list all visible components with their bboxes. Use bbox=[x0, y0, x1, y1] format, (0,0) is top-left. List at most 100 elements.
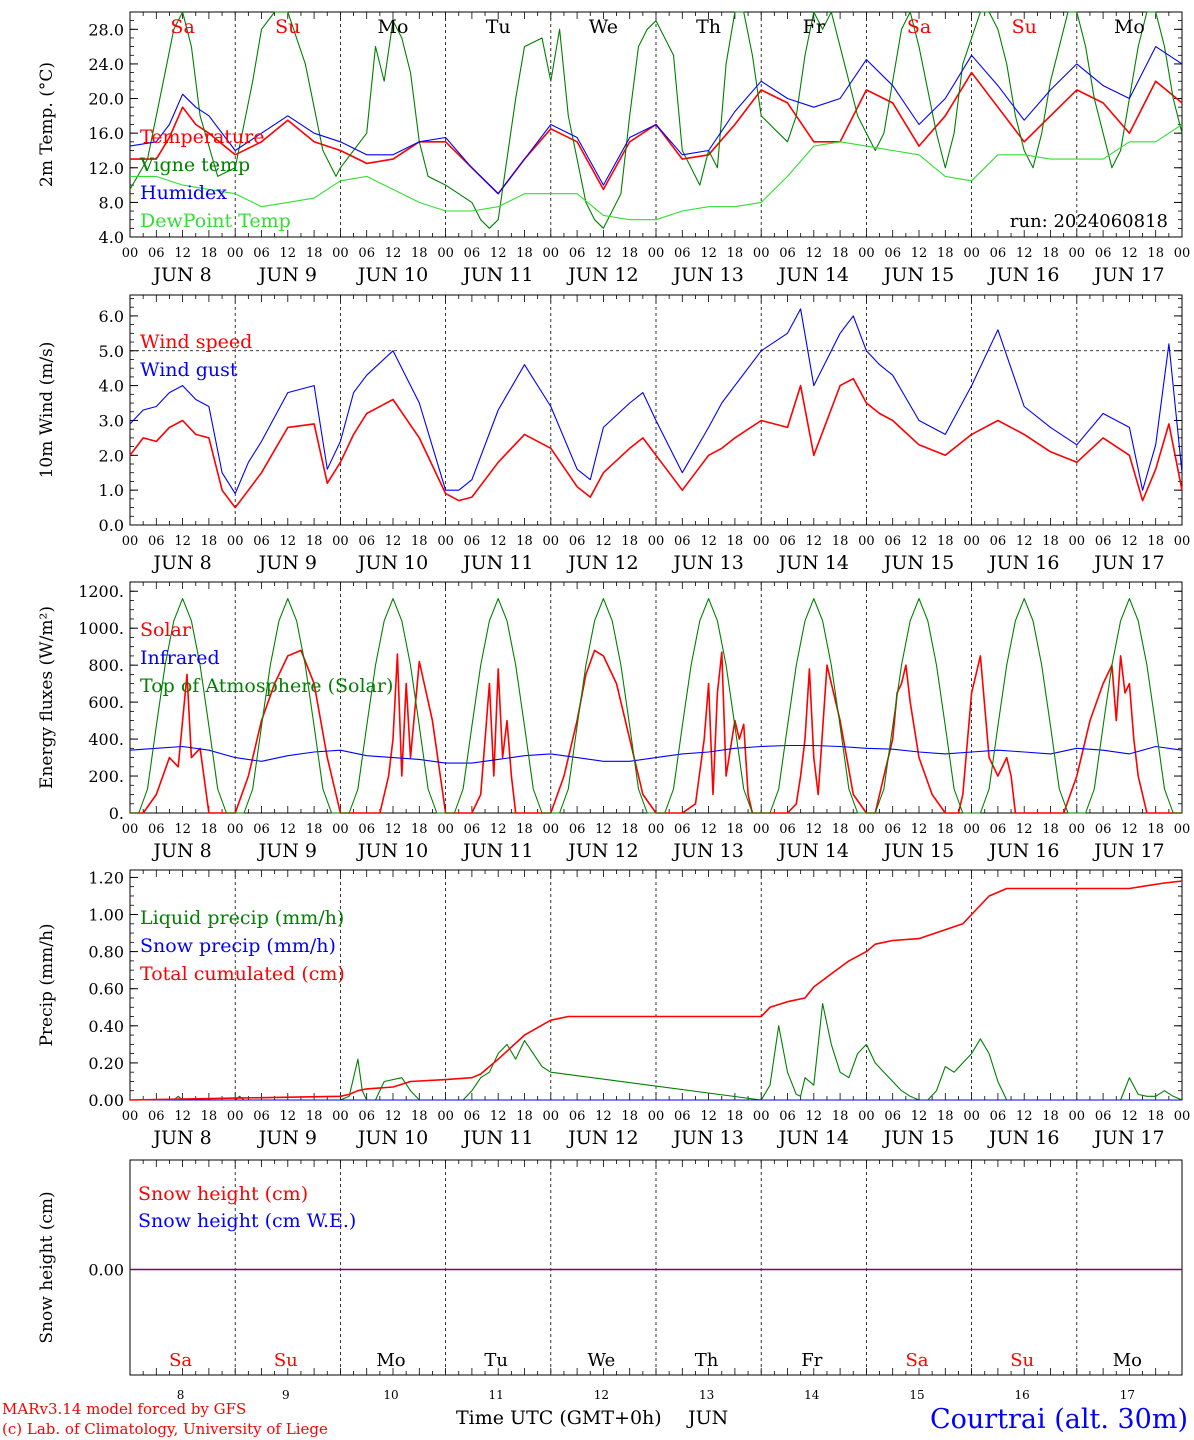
date-label: JUN 11 bbox=[461, 1127, 533, 1149]
date-label: JUN 12 bbox=[566, 840, 638, 862]
series-line-dewpoint-temp bbox=[130, 124, 1183, 221]
y-tick-label: 4.0 bbox=[99, 377, 124, 396]
hour-tick-label: 00 bbox=[543, 1109, 560, 1124]
y-tick-label: 0. bbox=[109, 804, 124, 823]
hour-tick-label: 12 bbox=[700, 1109, 717, 1124]
hour-tick-label: 12 bbox=[1121, 534, 1138, 549]
hour-tick-label: 06 bbox=[990, 1109, 1007, 1124]
y-tick-label: 1000. bbox=[78, 619, 124, 638]
series-line-total-cumulated-cm bbox=[129, 880, 1183, 1101]
day-number: 15 bbox=[909, 1388, 924, 1402]
day-abbr: Sa bbox=[907, 16, 931, 38]
hour-tick-label: 18 bbox=[516, 534, 533, 549]
day-number: 13 bbox=[699, 1388, 714, 1402]
day-abbr: We bbox=[589, 16, 618, 38]
hour-tick-label: 18 bbox=[516, 822, 533, 837]
date-label: JUN 8 bbox=[151, 552, 211, 574]
hour-tick-label: 00 bbox=[122, 534, 139, 549]
legend-entry: Wind speed bbox=[140, 331, 252, 353]
hour-tick-label: 06 bbox=[569, 534, 586, 549]
hour-tick-label: 00 bbox=[437, 822, 454, 837]
hour-tick-label: 18 bbox=[727, 1109, 744, 1124]
day-abbr: Sa bbox=[169, 1350, 192, 1371]
date-label: JUN 10 bbox=[356, 1127, 428, 1149]
hour-tick-label: 00 bbox=[648, 246, 665, 261]
hour-tick-label: 06 bbox=[1095, 246, 1112, 261]
hour-tick-label: 12 bbox=[595, 822, 612, 837]
day-abbr: Mo bbox=[376, 1350, 405, 1371]
date-label: JUN 13 bbox=[671, 552, 743, 574]
date-label: JUN 9 bbox=[257, 552, 317, 574]
hour-tick-label: 12 bbox=[174, 822, 191, 837]
date-label: JUN 12 bbox=[566, 264, 638, 286]
hour-tick-label: 00 bbox=[963, 1109, 980, 1124]
date-label: JUN 11 bbox=[461, 840, 533, 862]
hour-tick-label: 12 bbox=[385, 246, 402, 261]
legend-entry: Vigne temp bbox=[139, 154, 250, 176]
day-number: 14 bbox=[804, 1388, 820, 1402]
date-label: JUN 9 bbox=[257, 264, 317, 286]
y-tick-label: 16.0 bbox=[88, 124, 124, 143]
hour-tick-label: 00 bbox=[543, 246, 560, 261]
y-tick-label: 2.0 bbox=[99, 446, 124, 465]
day-abbr: Su bbox=[275, 16, 300, 38]
date-label: JUN 17 bbox=[1092, 264, 1164, 286]
date-label: JUN 15 bbox=[882, 552, 954, 574]
hour-tick-label: 06 bbox=[358, 534, 375, 549]
hour-tick-label: 06 bbox=[779, 534, 796, 549]
hour-tick-label: 06 bbox=[990, 246, 1007, 261]
hour-tick-label: 18 bbox=[411, 534, 428, 549]
hour-tick-label: 06 bbox=[253, 246, 270, 261]
legend-entry: DewPoint Temp bbox=[140, 210, 291, 232]
y-tick-label: 20.0 bbox=[88, 90, 124, 109]
date-label: JUN 12 bbox=[566, 552, 638, 574]
hour-tick-label: 18 bbox=[306, 246, 323, 261]
hour-tick-label: 18 bbox=[727, 822, 744, 837]
hour-tick-label: 06 bbox=[358, 1109, 375, 1124]
date-label: JUN 16 bbox=[987, 264, 1059, 286]
hour-tick-label: 18 bbox=[621, 822, 638, 837]
hour-tick-label: 12 bbox=[1016, 1109, 1033, 1124]
hour-tick-label: 12 bbox=[595, 534, 612, 549]
series-line-wind-gust bbox=[129, 308, 1183, 495]
hour-tick-label: 18 bbox=[201, 534, 218, 549]
legend-entry: Wind gust bbox=[140, 359, 238, 381]
hour-tick-label: 06 bbox=[674, 1109, 691, 1124]
hour-tick-label: 06 bbox=[674, 822, 691, 837]
hour-tick-label: 00 bbox=[332, 822, 349, 837]
hour-tick-label: 12 bbox=[174, 246, 191, 261]
hour-tick-label: 12 bbox=[385, 822, 402, 837]
hour-tick-label: 00 bbox=[1069, 534, 1086, 549]
hour-tick-label: 06 bbox=[779, 822, 796, 837]
date-label: JUN 13 bbox=[671, 1127, 743, 1149]
y-axis-label: Precip (mm/h) bbox=[37, 923, 57, 1046]
series-line-solar bbox=[130, 649, 1182, 814]
date-label: JUN 15 bbox=[882, 840, 954, 862]
series-line-top-of-atmosphere-solar bbox=[130, 598, 1182, 814]
hour-tick-label: 00 bbox=[858, 822, 875, 837]
hour-tick-label: 00 bbox=[543, 822, 560, 837]
date-label: JUN 8 bbox=[151, 1127, 211, 1149]
y-axis-label: Snow height (cm) bbox=[37, 1191, 57, 1343]
hour-tick-label: 06 bbox=[464, 1109, 481, 1124]
hour-tick-label: 06 bbox=[358, 822, 375, 837]
hour-tick-label: 00 bbox=[963, 246, 980, 261]
hour-tick-label: 06 bbox=[1095, 822, 1112, 837]
y-tick-label: 0.00 bbox=[88, 1091, 124, 1110]
hour-tick-label: 06 bbox=[884, 534, 901, 549]
y-tick-label: 3.0 bbox=[99, 411, 124, 430]
date-label: JUN 16 bbox=[987, 840, 1059, 862]
hour-tick-label: 00 bbox=[227, 822, 244, 837]
hour-tick-label: 06 bbox=[253, 1109, 270, 1124]
credit-line-1: MARv3.14 model forced by GFS bbox=[2, 1400, 246, 1418]
hour-tick-label: 06 bbox=[253, 822, 270, 837]
day-abbr: Th bbox=[696, 16, 721, 38]
hour-tick-label: 18 bbox=[411, 822, 428, 837]
day-abbr: Sa bbox=[170, 16, 194, 38]
hour-tick-label: 00 bbox=[122, 246, 139, 261]
day-number: 8 bbox=[177, 1388, 185, 1402]
y-tick-label: 24.0 bbox=[88, 55, 124, 74]
legend-entry: Liquid precip (mm/h) bbox=[140, 907, 344, 929]
y-tick-label: 400. bbox=[88, 730, 124, 749]
hour-tick-label: 12 bbox=[385, 1109, 402, 1124]
